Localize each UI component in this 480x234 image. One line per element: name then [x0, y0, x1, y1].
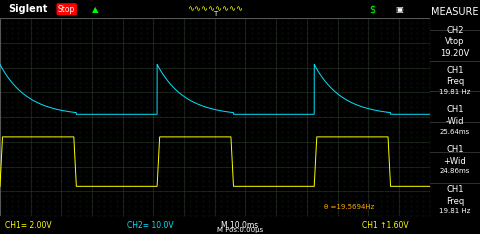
Text: CH1: CH1 [446, 185, 464, 194]
Text: θ =19.5694Hz: θ =19.5694Hz [324, 204, 374, 210]
Text: ▲: ▲ [92, 5, 99, 14]
Bar [0, 18, 430, 216]
Text: $: $ [370, 4, 375, 14]
Text: M 10.0ms: M 10.0ms [221, 221, 259, 230]
Text: 24.86ms: 24.86ms [440, 168, 470, 175]
Text: ▣: ▣ [395, 5, 403, 14]
Text: 19.81 Hz: 19.81 Hz [439, 208, 470, 214]
Text: -Wid: -Wid [445, 117, 464, 126]
Text: CH2: CH2 [446, 26, 464, 35]
Text: Stop: Stop [58, 5, 75, 14]
Text: Vtop: Vtop [445, 37, 465, 46]
Text: 19.81 Hz: 19.81 Hz [439, 89, 470, 95]
Text: Freq: Freq [445, 77, 464, 86]
Text: M Pos:0.00μs: M Pos:0.00μs [217, 227, 263, 233]
Text: CH1= 2.00V: CH1= 2.00V [5, 221, 51, 230]
Text: 19.20V: 19.20V [440, 49, 469, 58]
Text: CH1: CH1 [446, 66, 464, 74]
Text: CH1: CH1 [446, 145, 464, 154]
Text: 25.64ms: 25.64ms [440, 129, 470, 135]
Text: Freq: Freq [445, 197, 464, 205]
Text: T: T [213, 11, 217, 17]
Text: CH2= 10.0V: CH2= 10.0V [127, 221, 174, 230]
Text: Siglent: Siglent [9, 4, 48, 14]
Text: +Wid: +Wid [444, 157, 466, 166]
Text: ∿∿∿∿∿∿∿∿: ∿∿∿∿∿∿∿∿ [187, 5, 243, 14]
Text: CH1: CH1 [446, 105, 464, 114]
Text: CH1 ↑1.60V: CH1 ↑1.60V [362, 221, 409, 230]
Text: MEASURE: MEASURE [431, 7, 479, 17]
